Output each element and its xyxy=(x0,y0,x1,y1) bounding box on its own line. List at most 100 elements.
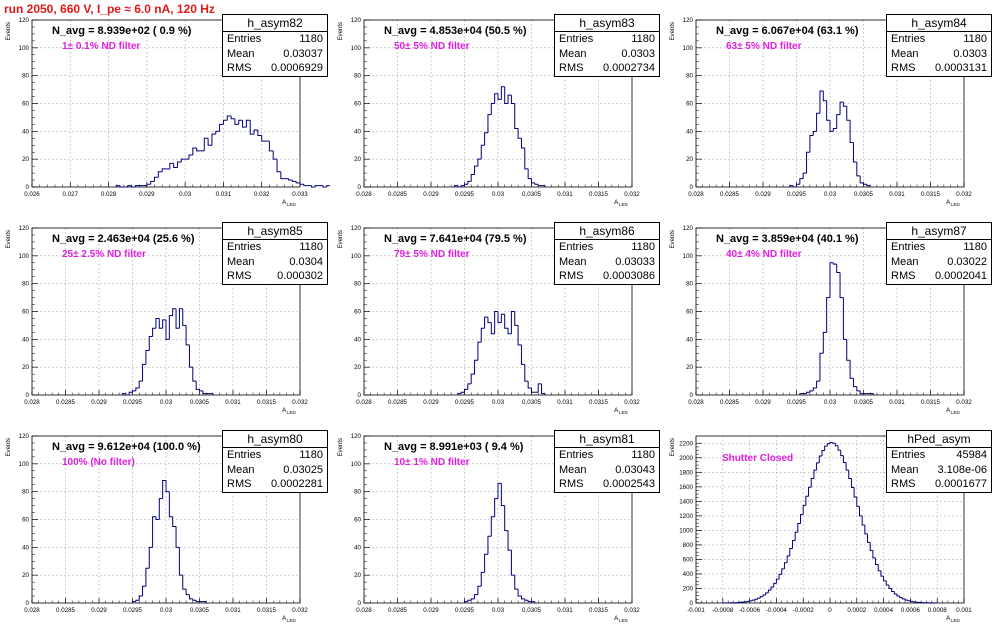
histogram-bin xyxy=(910,601,913,602)
stats-key: Mean xyxy=(891,255,919,270)
stats-value: 0.0304 xyxy=(289,255,323,270)
histogram-bin xyxy=(827,298,830,333)
histogram-bin xyxy=(807,152,810,173)
stats-value: 0.0006929 xyxy=(271,61,323,76)
histogram-bin xyxy=(752,600,755,601)
histogram-bin xyxy=(508,95,511,103)
histogram-bin xyxy=(196,381,199,389)
y-tick-label: 20 xyxy=(354,572,361,579)
x-tick-label: 0.031 xyxy=(889,191,905,198)
navg-annotation: N_avg = 7.641e+04 (79.5 %) xyxy=(384,233,526,245)
x-tick-label: 0.0285 xyxy=(56,399,75,406)
histogram-bin xyxy=(538,184,541,185)
x-tick-label: 0.0295 xyxy=(455,399,474,406)
x-tick-label: 0.03 xyxy=(824,399,837,406)
histogram-bin xyxy=(528,381,531,388)
histogram-bin xyxy=(813,388,816,391)
y-tick-label: 60 xyxy=(354,309,361,316)
x-tick-label: 0.0315 xyxy=(589,607,608,614)
histogram-bin xyxy=(857,497,860,506)
histogram-bin xyxy=(227,116,231,120)
y-tick-label: 100 xyxy=(351,253,362,260)
x-axis-title-subscript: LED xyxy=(951,202,961,207)
histogram-bin xyxy=(471,599,474,600)
histogram-bin xyxy=(803,505,806,514)
y-tick-label: 400 xyxy=(683,571,694,578)
y-tick-label: 60 xyxy=(354,101,361,108)
stats-value: 0.03025 xyxy=(283,463,323,478)
histogram-bin xyxy=(149,337,152,351)
histogram-bin xyxy=(151,181,155,184)
stats-value: 1180 xyxy=(963,32,987,47)
histogram-bin xyxy=(521,596,524,599)
x-tick-label: 0.029 xyxy=(755,191,771,198)
x-tick-label: 0.028 xyxy=(688,399,704,406)
navg-annotation: N_avg = 6.067e+04 (63.1 %) xyxy=(716,25,858,37)
histogram-bin xyxy=(468,181,471,184)
y-tick-label: 1600 xyxy=(679,484,693,491)
histogram-bin xyxy=(758,598,761,599)
y-tick-label: 100 xyxy=(19,461,30,468)
y-tick-label: 0 xyxy=(690,600,694,607)
histogram-series xyxy=(133,481,207,603)
histogram-bin xyxy=(155,177,159,181)
histogram-bin xyxy=(515,104,518,129)
histogram-bin xyxy=(535,183,538,184)
histogram-bin xyxy=(181,159,185,162)
x-axis-title-subscript: LED xyxy=(619,202,629,207)
histogram-bin xyxy=(156,318,159,328)
histogram-series xyxy=(465,483,535,603)
stats-key: Mean xyxy=(891,47,919,62)
stats-key: Mean xyxy=(559,255,587,270)
stats-value: 0.03022 xyxy=(947,255,987,270)
y-tick-label: 80 xyxy=(22,73,29,80)
histogram-bin xyxy=(774,583,777,587)
histogram-bin xyxy=(193,148,197,155)
y-axis-title: Events xyxy=(670,22,676,40)
histogram-bin xyxy=(174,163,178,167)
histogram-bin xyxy=(833,129,836,132)
histogram-bin xyxy=(886,581,889,585)
x-tick-label: -0.0006 xyxy=(739,607,761,614)
x-tick-label: 0.031 xyxy=(557,607,573,614)
x-tick-label: 0.0315 xyxy=(589,191,608,198)
y-tick-label: 20 xyxy=(354,156,361,163)
histogram-bin xyxy=(262,136,266,142)
histogram-bin xyxy=(170,163,174,169)
x-tick-label: 0.0004 xyxy=(874,607,893,614)
histogram-name: h_asym86 xyxy=(555,223,659,240)
stats-key: RMS xyxy=(891,477,915,492)
navg-annotation: N_avg = 8.939e+02 ( 0.9 %) xyxy=(52,25,191,37)
x-tick-label: 0.032 xyxy=(292,399,308,406)
y-tick-label: 60 xyxy=(22,101,29,108)
y-tick-label: 40 xyxy=(686,128,693,135)
x-tick-label: 0.03 xyxy=(179,191,192,198)
histogram-bin xyxy=(323,186,327,187)
histogram-bin xyxy=(797,184,800,187)
y-tick-label: 80 xyxy=(354,489,361,496)
histogram-bin xyxy=(166,320,169,339)
x-tick-label: 0.0315 xyxy=(921,191,940,198)
histogram-bin xyxy=(515,312,518,326)
y-tick-label: 120 xyxy=(19,225,30,232)
x-tick-label: 0.0295 xyxy=(455,607,474,614)
histogram-bin xyxy=(813,131,816,135)
x-tick-label: 0.029 xyxy=(91,607,107,614)
y-tick-label: 0 xyxy=(26,392,30,399)
histogram-bin xyxy=(468,600,471,601)
histogram-bin xyxy=(147,184,151,185)
histogram-bin xyxy=(498,483,501,498)
x-tick-label: 0.027 xyxy=(63,191,79,198)
histogram-bin xyxy=(806,496,809,505)
histogram-bin xyxy=(830,263,833,298)
histogram-bin xyxy=(488,317,491,323)
histogram-bin xyxy=(289,179,293,180)
